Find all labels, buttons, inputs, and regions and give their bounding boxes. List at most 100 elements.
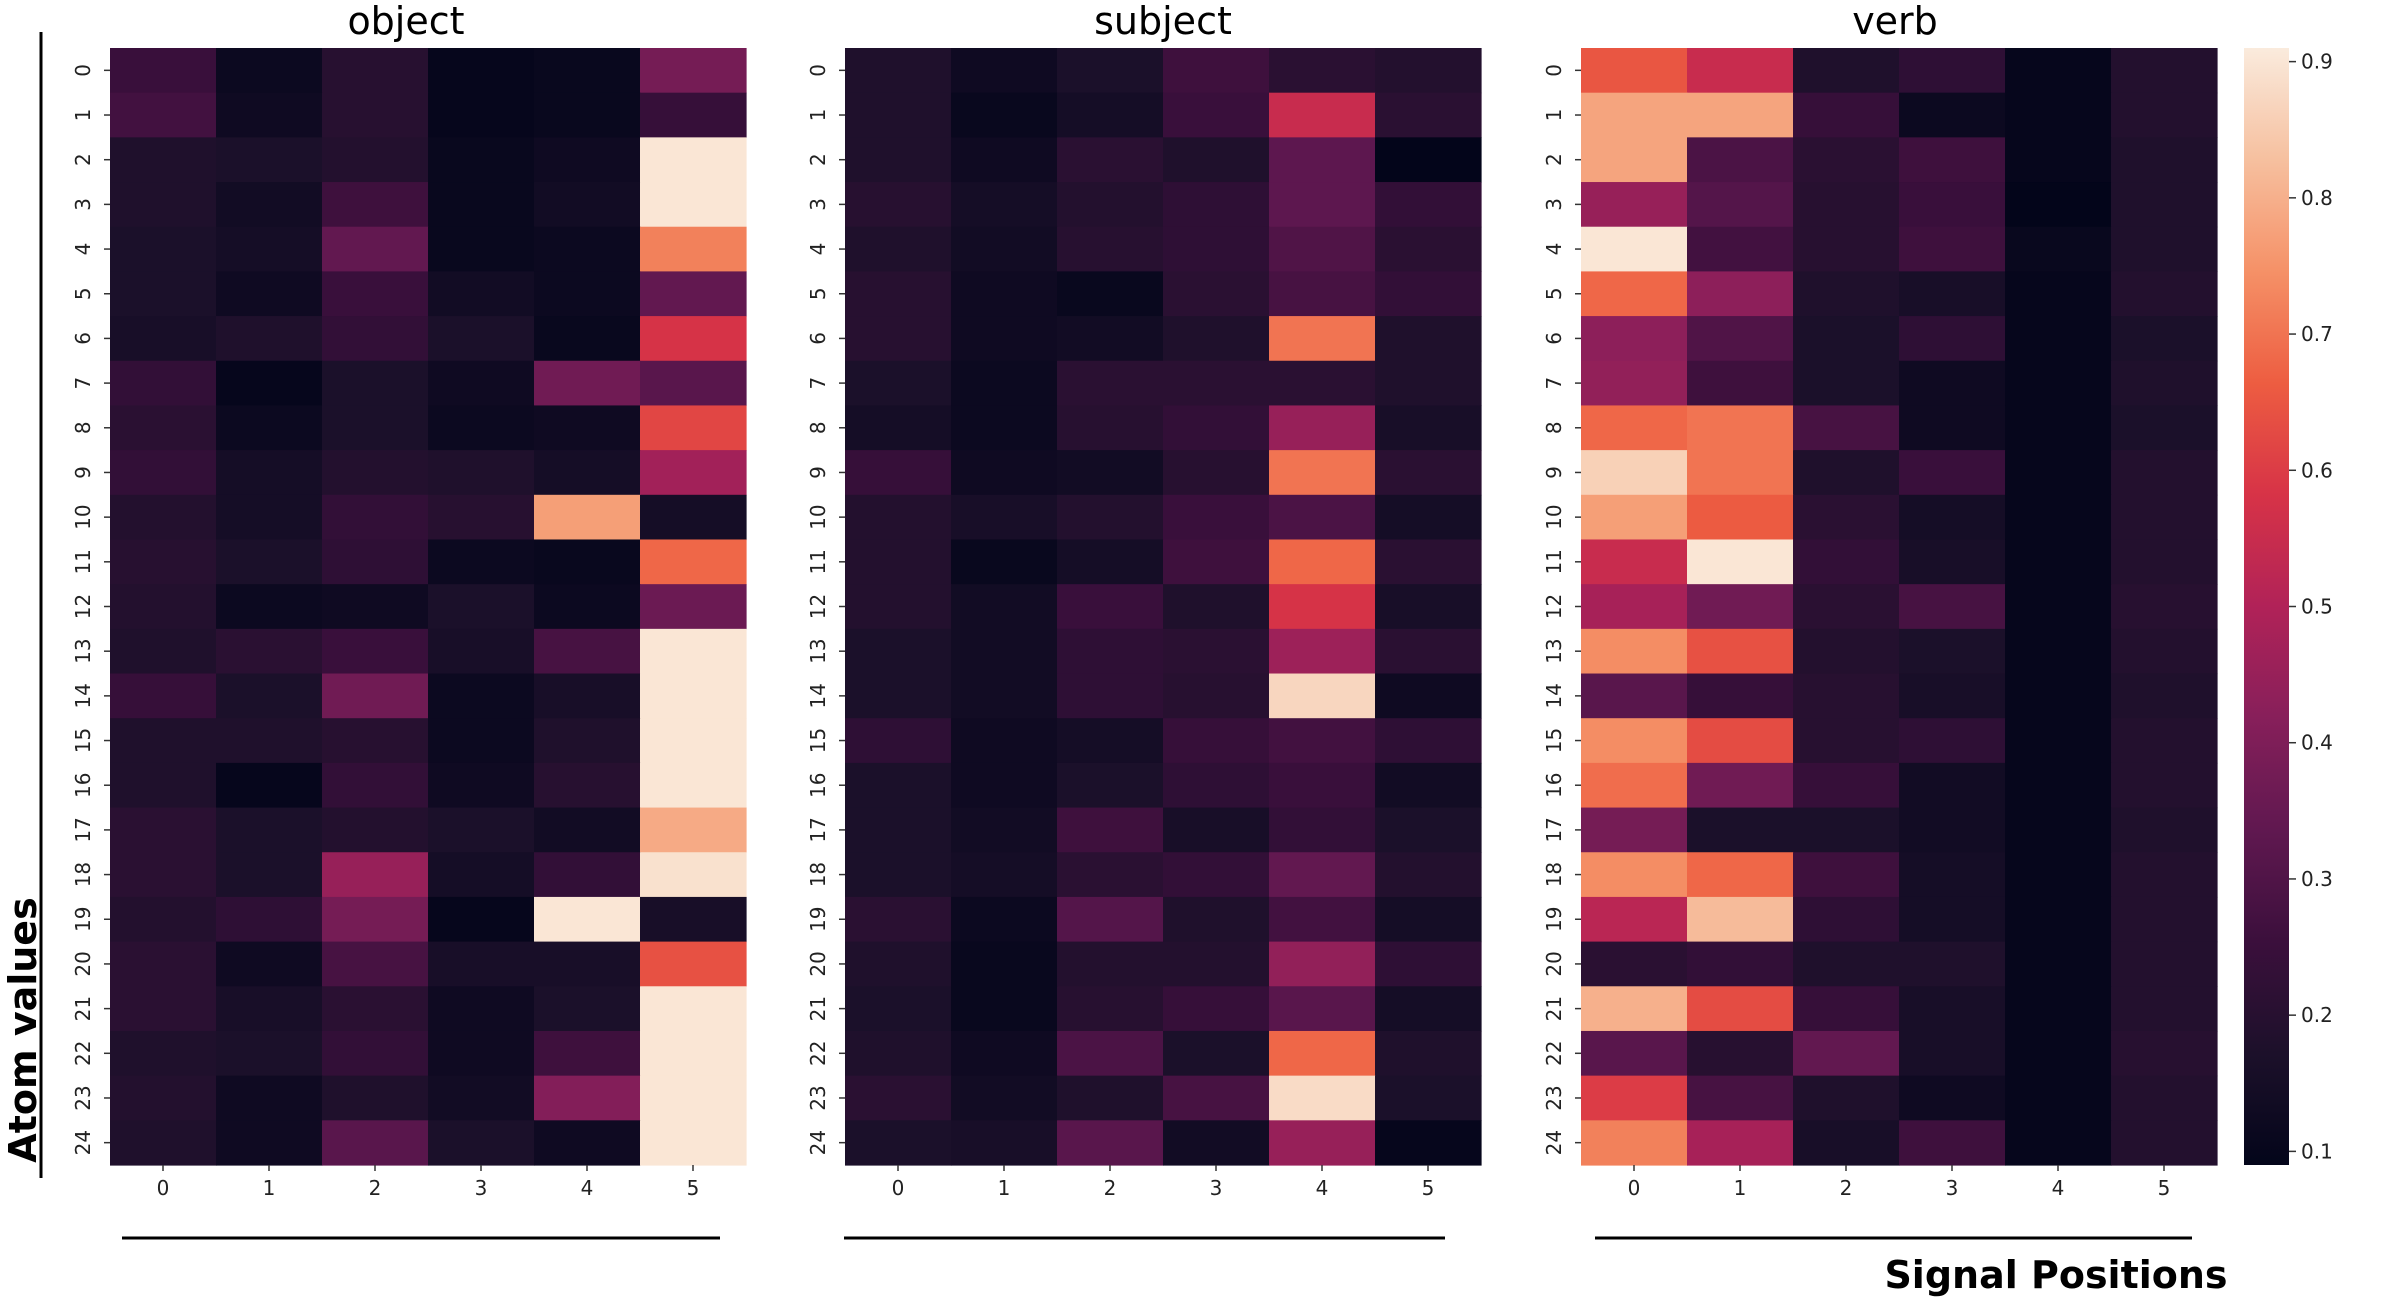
heatmap-cell bbox=[2111, 405, 2218, 451]
heatmap-cell bbox=[2005, 584, 2112, 630]
heatmap-cell bbox=[1163, 494, 1270, 541]
heatmap-cell bbox=[640, 941, 747, 987]
heatmap-cell bbox=[322, 1030, 429, 1077]
heatmap-cell bbox=[951, 226, 1058, 272]
heatmap-cell bbox=[534, 405, 641, 451]
heatmap-cell bbox=[2111, 316, 2218, 362]
heatmap-cell bbox=[110, 271, 217, 317]
heatmap-cell bbox=[1899, 986, 2006, 1032]
heatmap-cell bbox=[1899, 494, 2006, 541]
heatmap-cell bbox=[845, 673, 952, 719]
colorbar bbox=[2244, 48, 2289, 1165]
heatmap-cell bbox=[1793, 48, 1900, 94]
heatmap-cell bbox=[1793, 941, 1900, 987]
heatmap-cell bbox=[951, 1120, 1058, 1166]
heatmap-cell bbox=[1057, 137, 1164, 183]
heatmap-cell bbox=[2111, 48, 2218, 94]
heatmap-cell bbox=[1057, 405, 1164, 451]
heatmap-cell bbox=[951, 807, 1058, 853]
heatmap-cell bbox=[1163, 182, 1270, 228]
heatmap-cell bbox=[951, 852, 1058, 898]
heatmap-cell bbox=[640, 762, 747, 809]
heatmap-cell bbox=[845, 182, 952, 228]
heatmap-cell bbox=[1899, 673, 2006, 719]
heatmap-cell bbox=[110, 316, 217, 362]
x-tick-label: 2 bbox=[1104, 1176, 1117, 1200]
heatmap-cell bbox=[322, 628, 429, 675]
heatmap-cell bbox=[1375, 450, 1482, 496]
heatmap-cell bbox=[640, 896, 747, 943]
heatmap-cell bbox=[216, 494, 323, 541]
y-tick-label: 0 bbox=[71, 64, 95, 77]
heatmap-cell bbox=[2005, 494, 2112, 541]
heatmap-cell bbox=[216, 1075, 323, 1121]
heatmap-cell bbox=[2111, 1120, 2218, 1166]
heatmap-cell bbox=[951, 539, 1058, 585]
heatmap-cell bbox=[1687, 986, 1794, 1032]
heatmap-cell bbox=[322, 494, 429, 541]
heatmap-cell bbox=[322, 48, 429, 94]
heatmap-cell bbox=[2111, 360, 2218, 407]
heatmap-cell bbox=[1163, 271, 1270, 317]
heatmap-cell bbox=[1269, 226, 1376, 272]
heatmap-cell bbox=[1687, 226, 1794, 272]
heatmap-cell bbox=[216, 137, 323, 183]
heatmap-cell bbox=[1581, 226, 1688, 272]
heatmap-cell bbox=[845, 852, 952, 898]
heatmap-cell bbox=[1581, 762, 1688, 809]
heatmap-cell bbox=[1793, 1075, 1900, 1121]
heatmap-cell bbox=[640, 360, 747, 407]
heatmap-cell bbox=[2111, 450, 2218, 496]
heatmap-cell bbox=[534, 807, 641, 853]
x-tick-label: 4 bbox=[1316, 1176, 1329, 1200]
heatmap-cell bbox=[1269, 271, 1376, 317]
x-tick-label: 0 bbox=[892, 1176, 905, 1200]
colorbar-tick-label: 0.6 bbox=[2301, 458, 2333, 482]
heatmap-cell bbox=[951, 405, 1058, 451]
heatmap-cell bbox=[640, 92, 747, 138]
heatmap-cell bbox=[1581, 450, 1688, 496]
heatmap-cell bbox=[1793, 896, 1900, 943]
heatmap-cell bbox=[1163, 92, 1270, 138]
heatmap-panel-subject: 0 1 2 3 4 50123456789101112131415161718192021… bbox=[806, 48, 1482, 1200]
heatmap-cell bbox=[640, 494, 747, 541]
heatmap-cell bbox=[1899, 360, 2006, 407]
y-tick-label: 4 bbox=[806, 243, 830, 256]
heatmap-cell bbox=[1581, 807, 1688, 853]
heatmap-cell bbox=[428, 941, 535, 987]
heatmap-cell bbox=[216, 360, 323, 407]
heatmap-cell bbox=[534, 450, 641, 496]
y-tick-label: 8 bbox=[806, 421, 830, 434]
heatmap-cell bbox=[428, 450, 535, 496]
heatmap-cell bbox=[2005, 1030, 2112, 1077]
heatmap-cell bbox=[1899, 584, 2006, 630]
heatmap-cell bbox=[534, 137, 641, 183]
heatmap-cell bbox=[322, 226, 429, 272]
heatmap-cell bbox=[1899, 405, 2006, 451]
heatmap-cell bbox=[1687, 271, 1794, 317]
heatmap-cell bbox=[534, 1030, 641, 1077]
heatmap-cell bbox=[951, 941, 1058, 987]
heatmap-cell bbox=[1375, 48, 1482, 94]
heatmap-cell bbox=[1793, 718, 1900, 764]
heatmap-cell bbox=[322, 986, 429, 1032]
heatmap-cell bbox=[1163, 48, 1270, 94]
colorbar-tick-label: 0.5 bbox=[2301, 595, 2333, 619]
heatmap-cell bbox=[1793, 1030, 1900, 1077]
heatmap-cell bbox=[951, 584, 1058, 630]
heatmap-cell bbox=[1375, 360, 1482, 407]
heatmap-cell bbox=[845, 941, 952, 987]
heatmap-cell bbox=[1375, 762, 1482, 809]
y-tick-label: 7 bbox=[806, 377, 830, 390]
heatmap-cell bbox=[1375, 584, 1482, 630]
heatmap-cell bbox=[1687, 450, 1794, 496]
heatmap-cell bbox=[951, 673, 1058, 719]
heatmap-cell bbox=[322, 1075, 429, 1121]
heatmap-cell bbox=[428, 628, 535, 675]
heatmap-cell bbox=[1057, 852, 1164, 898]
heatmap-cell bbox=[534, 673, 641, 719]
y-tick-label: 19 bbox=[806, 907, 830, 932]
y-tick-label: 2 bbox=[1542, 153, 1566, 166]
heatmap-cell bbox=[951, 137, 1058, 183]
heatmap-cell bbox=[216, 941, 323, 987]
